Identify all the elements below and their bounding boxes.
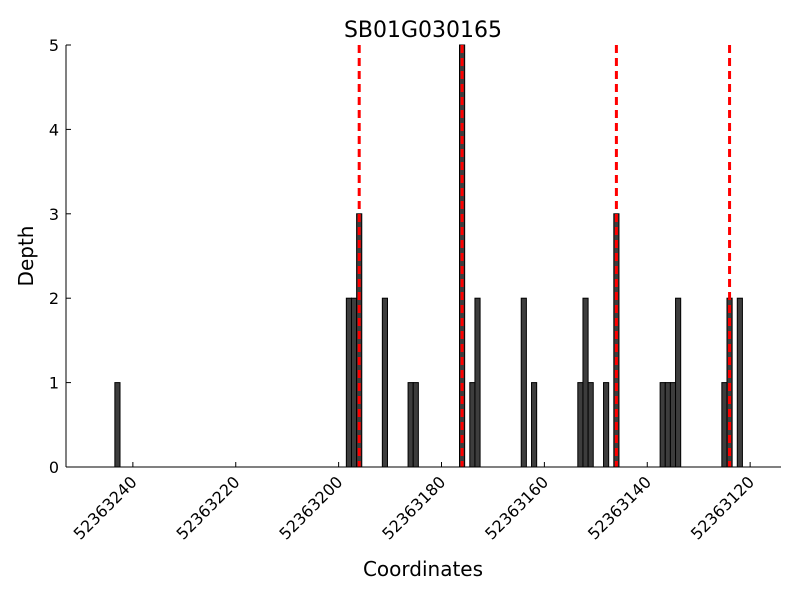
depth-bar (587, 382, 594, 468)
depth-bar (474, 297, 481, 468)
depth-bar (381, 297, 388, 468)
axes-layer: 0 1 2 3 4 5 52363240 52363220 52363200 52363180 52… (49, 36, 781, 543)
depth-bar (520, 297, 527, 468)
x-axis-label: Coordinates (363, 557, 483, 581)
x-tick-label: 52363180 (378, 472, 449, 543)
y-tick-label: 1 (49, 374, 59, 393)
depth-bar (659, 382, 666, 468)
depth-bar (345, 297, 352, 468)
depth-bar (582, 297, 589, 468)
y-tick-label: 5 (49, 36, 59, 55)
depth-bar (603, 382, 610, 468)
depth-bar (531, 382, 538, 468)
markers-layer (357, 45, 732, 467)
depth-bar (664, 382, 671, 468)
y-axis-label: Depth (14, 226, 38, 287)
x-tick-label: 52363200 (275, 472, 346, 543)
bars-layer (114, 44, 743, 468)
depth-bar (412, 382, 419, 468)
x-tick-label: 52363140 (584, 472, 655, 543)
y-tick-label: 0 (49, 458, 59, 477)
y-tick-label: 3 (49, 205, 59, 224)
depth-bar (577, 382, 584, 468)
x-tick-label: 52363160 (481, 472, 552, 543)
depth-bar (469, 382, 476, 468)
x-tick-label: 52363220 (173, 472, 244, 543)
depth-bar (721, 382, 728, 468)
x-tick-label: 52363120 (687, 472, 758, 543)
depth-bar (350, 297, 358, 468)
chart-title: SB01G030165 (344, 18, 502, 43)
depth-bar (736, 297, 743, 468)
y-tick-label: 2 (49, 289, 59, 308)
depth-bar (114, 382, 121, 468)
depth-bar (407, 382, 414, 468)
depth-bar (669, 382, 677, 468)
x-tick-label: 52363240 (70, 472, 141, 543)
y-tick-label: 4 (49, 120, 59, 139)
depth-bar (675, 297, 682, 468)
